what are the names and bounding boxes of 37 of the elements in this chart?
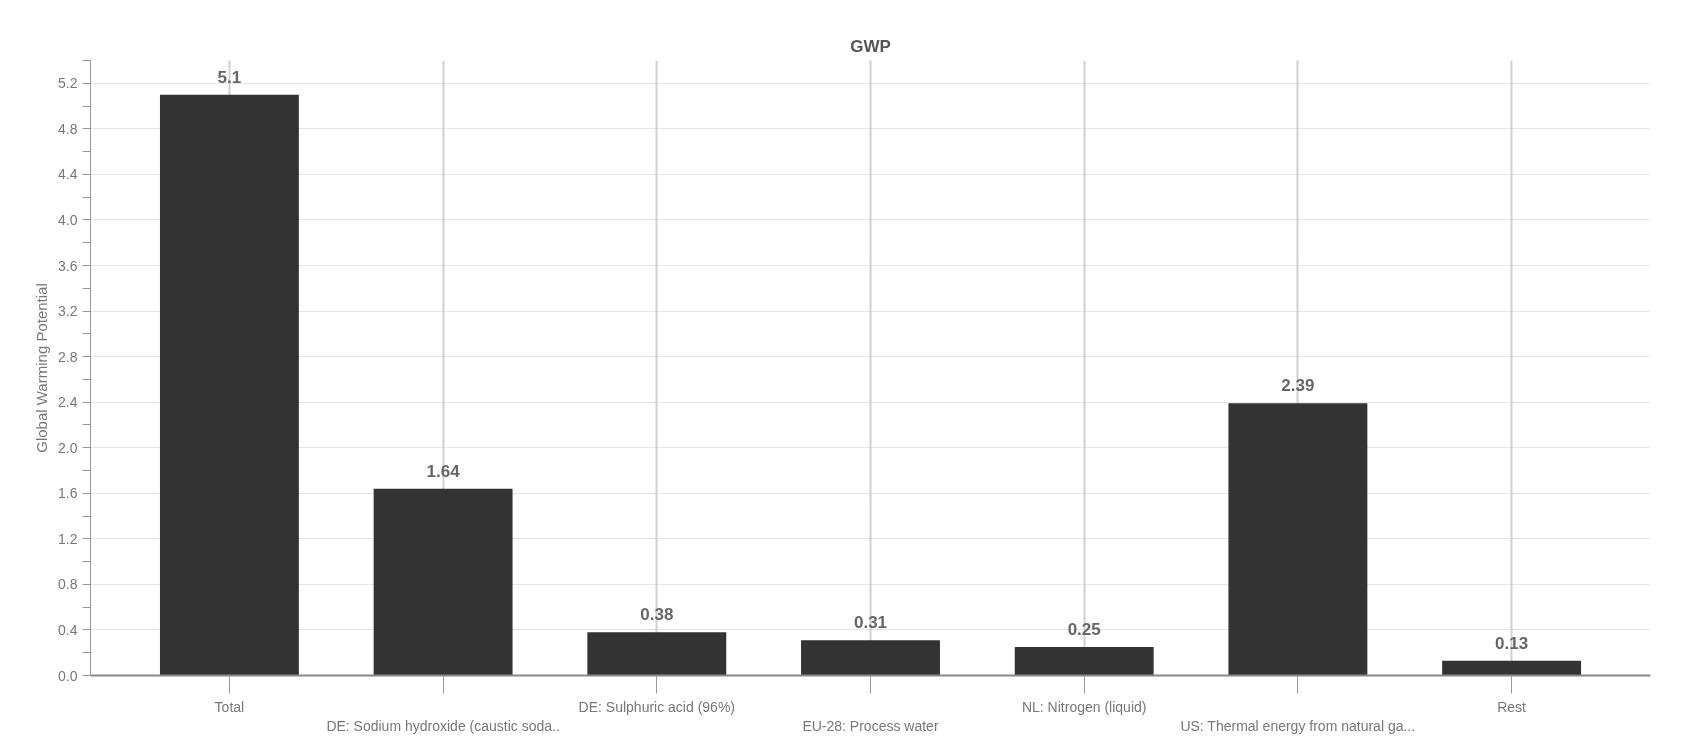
data-label: 2.39	[1281, 376, 1315, 396]
y-tick-label: 0.8	[58, 576, 78, 593]
x-tick-label: Rest	[1497, 698, 1527, 715]
y-tick-label: 0.0	[58, 667, 78, 684]
y-tick-label: 4.0	[58, 211, 78, 228]
bar	[159, 94, 299, 676]
y-tick-label: 0.4	[58, 621, 78, 638]
data-label: 1.64	[426, 461, 461, 481]
y-tick-label: 3.6	[58, 257, 78, 274]
y-axis-title: Global Warming Potential	[33, 283, 51, 453]
y-tick-label: 3.2	[58, 303, 78, 320]
data-label: 0.31	[853, 613, 888, 633]
data-label: 0.25	[1067, 620, 1101, 640]
y-tick-label: 5.2	[58, 75, 78, 92]
data-label: 5.1	[217, 67, 242, 87]
bar	[1014, 647, 1154, 676]
x-tick-label: DE: Sodium hydroxide (caustic soda..	[326, 717, 560, 734]
y-tick-label: 1.2	[58, 530, 78, 547]
x-tick-label: US: Thermal energy from natural ga...	[1180, 717, 1416, 734]
x-tick-label: DE: Sulphuric acid (96%)	[578, 698, 736, 715]
y-tick-label: 1.6	[58, 485, 78, 502]
y-tick-label: 2.0	[58, 439, 78, 456]
y-tick-label: 4.4	[58, 166, 78, 183]
x-tick-label: EU-28: Process water	[802, 717, 939, 734]
y-tick-label: 2.4	[58, 394, 78, 411]
chart-title: GWP	[850, 36, 891, 56]
bar	[801, 640, 940, 676]
bar	[373, 488, 513, 676]
bar	[587, 632, 727, 676]
y-tick-label: 2.8	[58, 348, 78, 365]
x-tick-label: NL: Nitrogen (liquid)	[1021, 698, 1147, 715]
y-tick-label: 4.8	[58, 120, 78, 137]
x-tick-label: Total	[214, 698, 245, 715]
bar	[1228, 403, 1368, 676]
data-label: 0.38	[640, 605, 674, 625]
bar	[1442, 660, 1582, 676]
data-label: 0.13	[1495, 633, 1529, 653]
